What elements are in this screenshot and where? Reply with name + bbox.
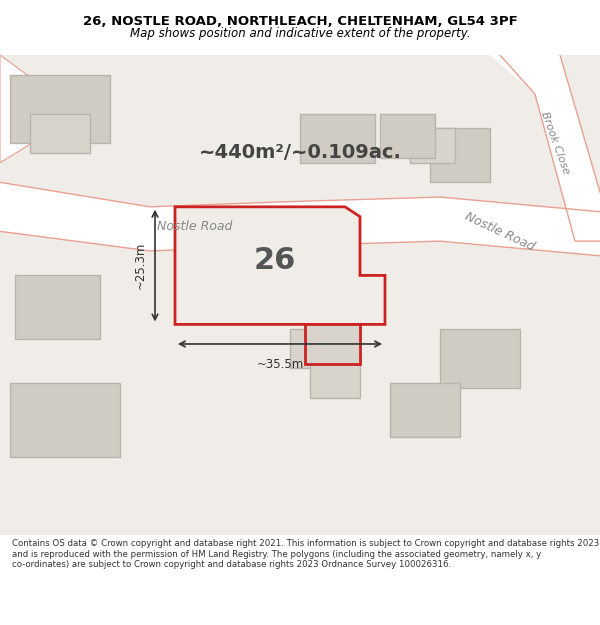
Bar — [310, 364, 360, 398]
Text: ~25.3m: ~25.3m — [134, 242, 147, 289]
Text: Nostle Road: Nostle Road — [463, 209, 537, 253]
Text: ~440m²/~0.109ac.: ~440m²/~0.109ac. — [199, 144, 401, 162]
Text: Contains OS data © Crown copyright and database right 2021. This information is : Contains OS data © Crown copyright and d… — [12, 539, 599, 569]
Bar — [290, 329, 345, 369]
Polygon shape — [490, 55, 600, 241]
Bar — [300, 114, 375, 162]
Text: 26, NOSTLE ROAD, NORTHLEACH, CHELTENHAM, GL54 3PF: 26, NOSTLE ROAD, NORTHLEACH, CHELTENHAM,… — [83, 16, 517, 28]
Bar — [10, 383, 120, 457]
Bar — [15, 276, 100, 339]
Bar — [440, 329, 520, 388]
Text: Nostle Road: Nostle Road — [157, 220, 233, 233]
Bar — [10, 74, 110, 143]
Text: ~35.5m: ~35.5m — [256, 357, 304, 371]
Polygon shape — [305, 324, 360, 364]
Polygon shape — [0, 182, 600, 256]
Polygon shape — [175, 207, 385, 324]
Bar — [430, 129, 490, 182]
Polygon shape — [0, 55, 80, 162]
Text: Map shows position and indicative extent of the property.: Map shows position and indicative extent… — [130, 27, 470, 39]
Text: 26: 26 — [254, 246, 296, 275]
Bar — [380, 114, 435, 158]
Text: Brook Close: Brook Close — [539, 111, 571, 176]
Bar — [390, 383, 460, 437]
Bar — [410, 129, 455, 162]
Bar — [30, 114, 90, 153]
